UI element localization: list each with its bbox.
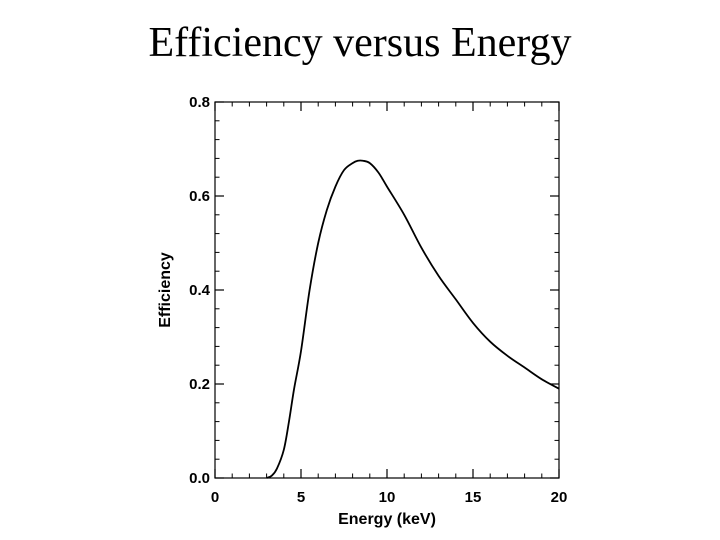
x-tick-label: 15 (465, 489, 482, 506)
y-tick-label: 0.0 (189, 470, 210, 487)
x-axis-label: Energy (keV) (338, 511, 436, 528)
plot-frame (214, 101, 560, 479)
x-tick-label: 5 (297, 489, 305, 506)
x-tick-label: 20 (551, 489, 568, 506)
efficiency-curve (266, 159, 560, 479)
y-tick-label: 0.6 (189, 188, 210, 205)
x-tick-label: 0 (211, 489, 219, 506)
y-tick-label: 0.2 (189, 376, 210, 393)
y-tick-label: 0.8 (189, 94, 210, 111)
y-tick-label: 0.4 (189, 282, 211, 299)
y-tick-labels: 0.0 0.2 0.4 0.6 0.8 (189, 94, 211, 487)
major-ticks (214, 101, 560, 479)
x-tick-labels: 0 5 10 15 20 (211, 489, 568, 506)
minor-ticks (214, 101, 560, 479)
y-axis-label: Efficiency (157, 252, 174, 328)
x-tick-label: 10 (379, 489, 396, 506)
slide-title: Efficiency versus Energy (148, 20, 572, 66)
